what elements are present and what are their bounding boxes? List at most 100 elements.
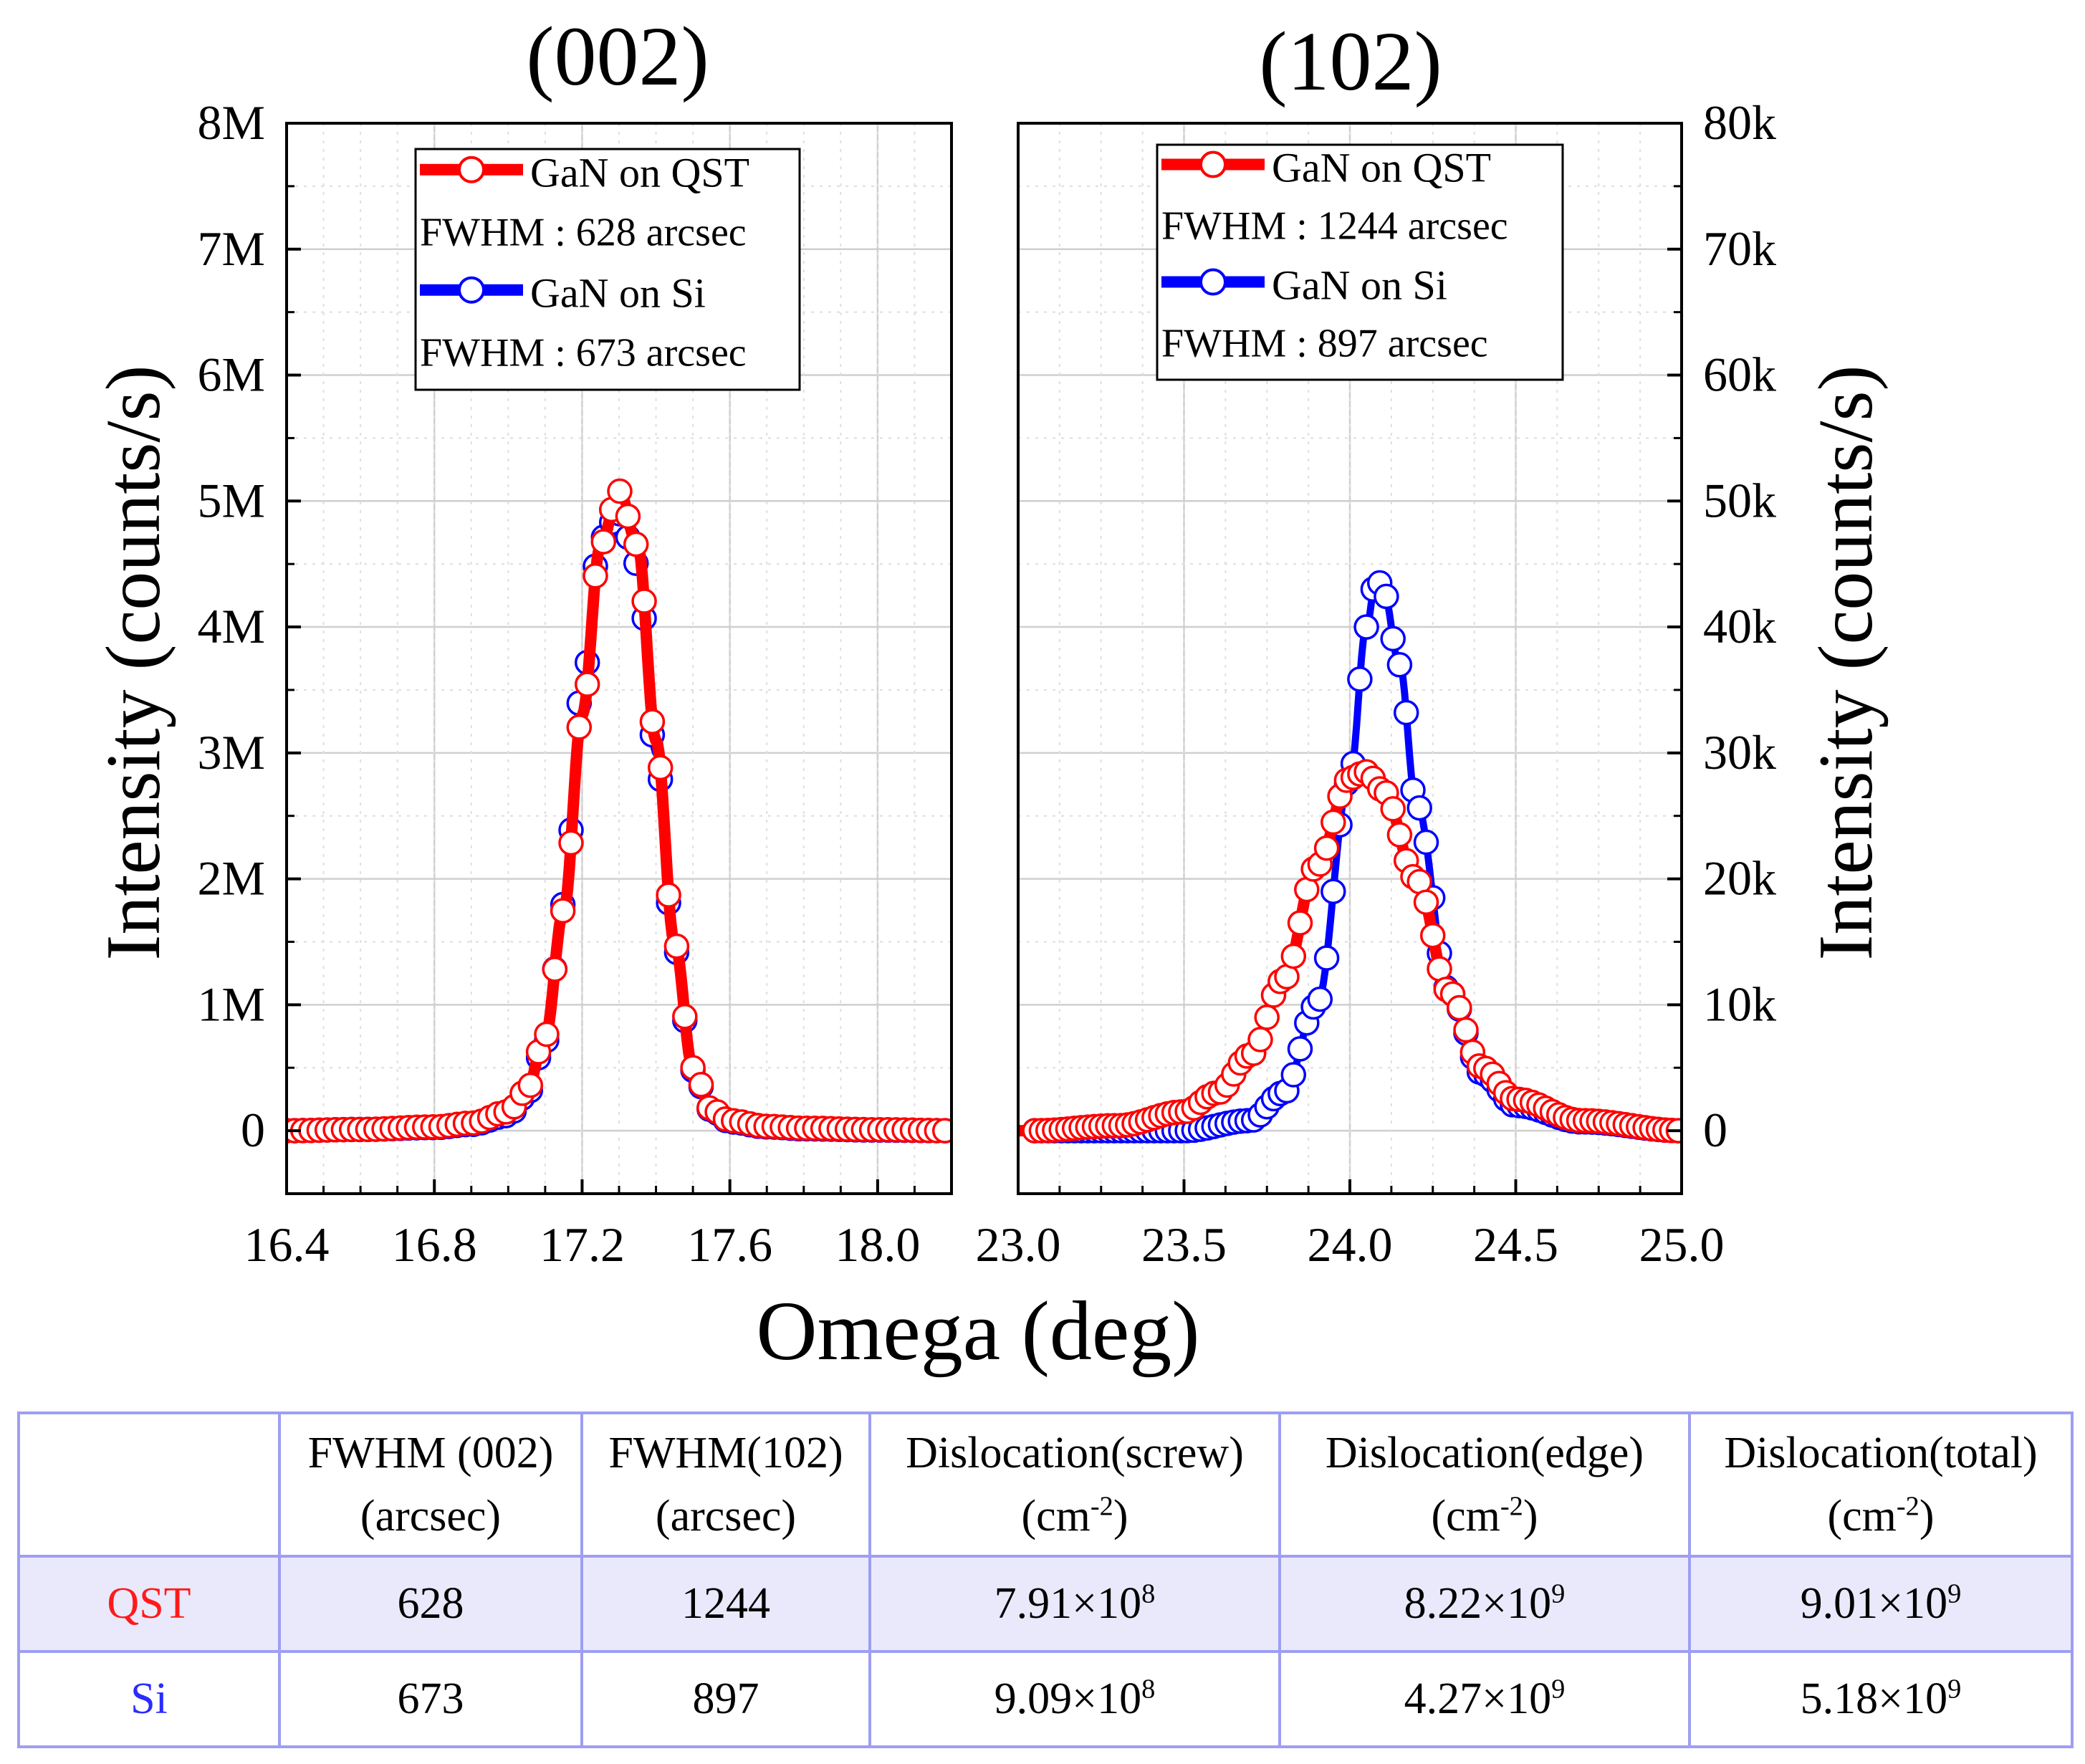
series-qst-002 [287,478,952,1144]
header-cell-total: Dislocation(total) (cm-2) [1688,1411,2074,1558]
x-tick-label: 23.0 [976,1217,1061,1272]
data-point-marker [590,529,617,555]
legend-swatch-marker [1199,150,1227,178]
header-screw-unit: (cm-2) [1021,1491,1128,1540]
y-tick-label: 0 [1703,1103,1727,1157]
panel-002: 16.4 16.8 17.2 17.6 18.0 0 1M 2M 3M 4M 5M 6M 7M 8M GaN… [198,95,953,1272]
y-tick-label: 80k [1703,95,1776,150]
data-point-marker [647,754,674,781]
data-point-marker [1254,1005,1280,1030]
table-header-row: FWHM (002) (arcsec) FWHM(102) (arcsec) D… [17,1411,2074,1558]
data-point-marker [550,898,576,924]
data-point-marker [1386,652,1413,678]
data-point-marker [1247,1027,1273,1053]
y-tick-label: 3M [198,725,265,780]
data-point-marker [688,1072,714,1098]
data-point-marker [615,503,641,529]
data-point-marker [574,671,600,697]
x-axis-title: Omega (deg) [756,1284,1199,1378]
data-point-marker [558,830,584,856]
legend-box [414,148,801,391]
x-tick-label: 23.5 [1141,1217,1227,1272]
header-fwhm002-title: FWHM (002) [307,1429,554,1477]
data-point-marker [583,563,608,589]
data-point-marker [1413,889,1439,915]
panel-title-002: (002) [526,9,709,103]
plot-area-002 [287,478,952,1144]
y-axis-title-right: Intensity (counts/s) [1803,365,1889,961]
cell-si-screw: 9.09×108 [868,1650,1281,1748]
data-point-marker [1380,796,1406,822]
cell-si-total: 5.18×109 [1688,1650,2074,1748]
header-fwhm002-unit: (arcsec) [360,1492,502,1540]
y-tick-label: 0 [241,1103,265,1157]
header-fwhm102-unit: (arcsec) [655,1492,797,1540]
y-tick-label: 40k [1703,599,1776,653]
cell-qst-total: 9.01×109 [1688,1555,2074,1653]
legend-fwhm: FWHM : 1244 arcsec [1161,204,1508,249]
legend-102: GaN on QST FWHM : 1244 arcsec GaN on Si FWH… [1156,143,1564,381]
legend-002: GaN on QST FWHM : 628 arcsec GaN on Si FWHM… [414,148,801,391]
data-point-marker [607,478,633,504]
data-point-marker [672,1004,698,1030]
x-axis-102: 23.0 23.5 24.0 24.5 25.0 [976,1179,1725,1272]
dislocation-summary-table-wrapper: FWHM (002) (arcsec) FWHM(102) (arcsec) D… [17,1411,2074,1748]
cell-si-edge: 4.27×109 [1278,1650,1691,1748]
table-row-si: Si 673 897 9.09×108 4.27×109 5.18×109 [17,1650,2074,1748]
data-point-marker [1347,666,1373,692]
legend-swatch-marker [458,155,485,183]
data-point-marker [1353,614,1379,640]
y-tick-label: 70k [1703,221,1776,276]
data-point-marker [1413,829,1439,855]
legend-series-name: GaN on Si [530,270,706,317]
x-tick-label: 18.0 [835,1217,920,1272]
table-row-qst: QST 628 1244 7.91×108 8.22×109 9.01×109 [17,1555,2074,1653]
data-point-marker [1419,922,1446,949]
y-tick-label: 6M [198,347,265,402]
data-point-marker [623,531,649,557]
dislocation-summary-table: FWHM (002) (arcsec) FWHM(102) (arcsec) D… [17,1411,2074,1748]
header-fwhm102-title: FWHM(102) [608,1429,843,1477]
y-tick-label: 4M [198,599,265,653]
y-tick-label: 1M [198,977,265,1031]
y-tick-label: 50k [1703,473,1776,527]
data-point-marker [1406,795,1432,821]
series-si-102 [1018,570,1682,1144]
y-tick-label: 2M [198,851,265,906]
data-point-marker [1320,809,1346,835]
row-label-qst: QST [17,1555,281,1653]
data-point-marker [517,1072,544,1098]
cell-si-fwhm002: 673 [278,1650,583,1748]
series-si-002 [287,501,952,1144]
legend-fwhm: FWHM : 897 arcsec [1161,322,1488,366]
header-total-title: Dislocation(total) [1724,1429,2038,1477]
x-tick-label: 24.0 [1308,1217,1393,1272]
header-cell-fwhm102: FWHM(102) (arcsec) [580,1411,871,1558]
y-axis-102: 0 10k 20k 30k 40k 50k 60k 70k 80k [1667,95,1776,1157]
header-edge-title: Dislocation(edge) [1325,1429,1644,1477]
legend-swatch-marker [1199,268,1227,296]
y-tick-label: 10k [1703,977,1776,1031]
x-tick-label: 16.8 [392,1217,477,1272]
data-point-marker [1380,625,1406,652]
data-point-marker [542,957,568,982]
header-cell-empty [17,1411,281,1558]
cell-si-fwhm102: 897 [580,1650,871,1748]
header-screw-title: Dislocation(screw) [906,1429,1244,1477]
header-cell-screw: Dislocation(screw) (cm-2) [868,1411,1281,1558]
x-tick-label: 24.5 [1473,1217,1558,1272]
data-point-marker [1447,994,1472,1021]
y-axis-002: 0 1M 2M 3M 4M 5M 6M 7M 8M [198,95,301,1157]
y-tick-label: 7M [198,221,265,276]
x-tick-label: 16.4 [244,1217,330,1272]
y-tick-label: 5M [198,473,265,527]
data-point-marker [656,882,681,908]
legend-series-name: GaN on Si [1272,262,1447,309]
data-point-marker [1307,986,1333,1012]
data-point-marker [1374,583,1399,610]
legend-series-name: GaN on QST [1272,145,1491,191]
data-point-marker [534,1021,560,1048]
series-qst-102 [1018,759,1682,1144]
data-point-marker [566,714,593,740]
cell-qst-screw: 7.91×108 [868,1555,1281,1653]
